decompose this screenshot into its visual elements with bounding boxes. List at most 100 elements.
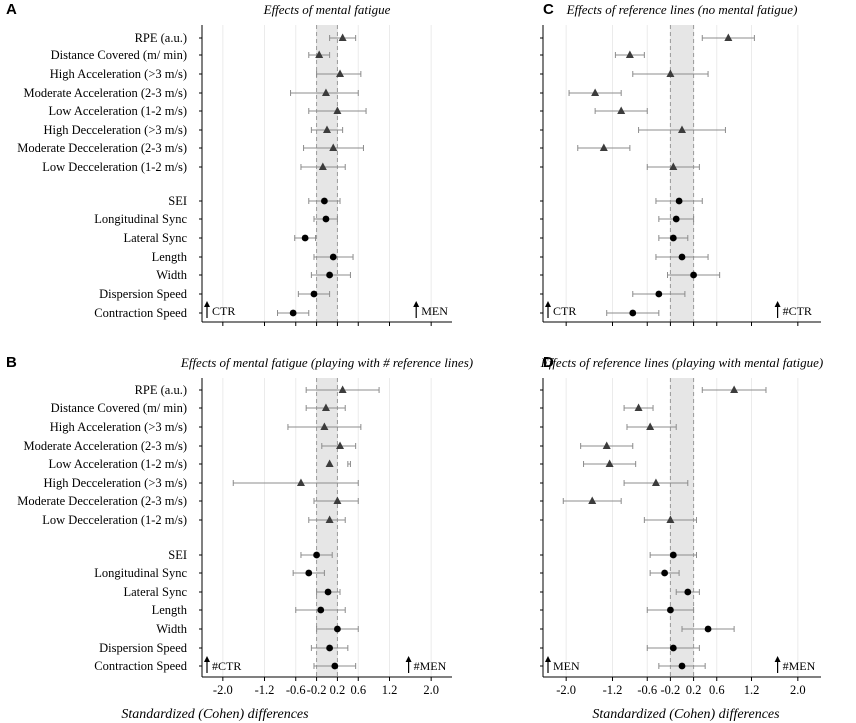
left-corner-arrow-head xyxy=(545,656,551,662)
estimate-triangle xyxy=(666,515,675,523)
panel-a: A Effects of mental fatigue RPE (a.u.) Dist… xyxy=(6,1,452,326)
estimate-triangle xyxy=(605,459,614,467)
estimate-triangle xyxy=(617,106,626,114)
estimate-circle xyxy=(655,290,663,298)
row-label: Length xyxy=(152,603,188,617)
estimate-triangle xyxy=(646,422,655,430)
left-corner-label: MEN xyxy=(553,659,580,673)
left-corner-label: CTR xyxy=(553,304,576,318)
estimate-circle xyxy=(289,309,297,317)
estimate-triangle xyxy=(336,69,345,77)
estimate-circle xyxy=(669,551,677,559)
x-tick-label: 0.2 xyxy=(686,683,702,697)
estimate-circle xyxy=(331,662,339,670)
estimate-triangle xyxy=(318,162,327,170)
estimate-circle xyxy=(669,234,677,242)
left-corner-label: CTR xyxy=(212,304,235,318)
estimate-triangle xyxy=(333,496,342,504)
x-tick-label: -0.2 xyxy=(661,683,681,697)
row-label: Moderate Decceleration (2-3 m/s) xyxy=(17,141,187,155)
row-label: High Decceleration (>3 m/s) xyxy=(44,476,187,490)
estimate-triangle xyxy=(321,403,330,411)
row-label: Lateral Sync xyxy=(123,585,187,599)
x-tick-label: 1.2 xyxy=(744,683,760,697)
panel-letter: A xyxy=(6,1,17,18)
right-corner-arrow-head xyxy=(413,301,420,307)
x-tick-label: 1.2 xyxy=(382,683,398,697)
row-label: High Acceleration (>3 m/s) xyxy=(50,420,187,434)
row-label: Lateral Sync xyxy=(123,231,187,245)
row-label: High Decceleration (>3 m/s) xyxy=(44,123,187,137)
row-label: SEI xyxy=(168,548,187,562)
estimate-triangle xyxy=(730,385,739,393)
estimate-triangle xyxy=(321,88,330,96)
row-label: Contraction Speed xyxy=(94,659,187,673)
right-corner-label: MEN xyxy=(421,304,448,318)
panel-title: Effects of mental fatigue xyxy=(263,2,391,17)
right-corner-label: #MEN xyxy=(414,659,447,673)
estimate-circle xyxy=(661,569,669,577)
x-tick-label: -2.0 xyxy=(556,683,576,697)
estimate-circle xyxy=(301,234,309,242)
x-tick-label: -1.2 xyxy=(255,683,275,697)
trivial-band xyxy=(670,378,694,677)
estimate-circle xyxy=(326,644,334,652)
row-label: Width xyxy=(156,622,187,636)
estimate-circle xyxy=(667,606,674,614)
estimate-triangle xyxy=(329,143,338,151)
estimate-circle xyxy=(322,215,330,223)
estimate-circle xyxy=(678,662,686,670)
estimate-circle xyxy=(704,625,712,633)
x-tick-label: 0.6 xyxy=(350,683,366,697)
x-tick-label: -1.2 xyxy=(603,683,623,697)
estimate-triangle xyxy=(333,106,342,114)
left-corner-label: #CTR xyxy=(212,659,241,673)
estimate-circle xyxy=(320,197,328,205)
estimate-circle xyxy=(326,271,334,279)
estimate-triangle xyxy=(320,422,329,430)
estimate-triangle xyxy=(678,125,686,133)
estimate-triangle xyxy=(591,88,600,96)
right-corner-arrow-head xyxy=(774,301,781,307)
estimate-triangle xyxy=(666,69,675,77)
estimate-circle xyxy=(684,588,692,596)
row-label: Distance Covered (m/ min) xyxy=(51,48,187,62)
estimate-triangle xyxy=(651,478,660,486)
right-corner-label: #CTR xyxy=(783,304,812,318)
row-label: Longitudinal Sync xyxy=(94,566,187,580)
x-axis-label-left: Standardized (Cohen) differences xyxy=(121,707,309,722)
panel-title: Effects of reference lines (playing with… xyxy=(540,355,823,370)
panel-b: B Effects of mental fatigue (playing with… xyxy=(6,354,473,697)
trivial-band xyxy=(316,378,338,677)
row-label: RPE (a.u.) xyxy=(135,31,187,45)
estimate-circle xyxy=(317,606,325,614)
panel-c: C Effects of reference lines (no mental f… xyxy=(540,1,821,326)
x-tick-label: 2.0 xyxy=(423,683,439,697)
row-label: Distance Covered (m/ min) xyxy=(51,401,187,415)
estimate-triangle xyxy=(625,50,634,58)
row-label: Longitudinal Sync xyxy=(94,212,187,226)
right-corner-arrow-head xyxy=(405,656,412,662)
panel-letter: C xyxy=(543,1,554,18)
row-label: Moderate Acceleration (2-3 m/s) xyxy=(24,86,187,100)
estimate-circle xyxy=(310,290,318,298)
row-label: Low Acceleration (1-2 m/s) xyxy=(49,457,188,471)
estimate-circle xyxy=(690,271,697,279)
panel-letter: B xyxy=(6,354,17,371)
x-tick-label: -2.0 xyxy=(213,683,233,697)
row-label: Low Decceleration (1-2 m/s) xyxy=(42,160,187,174)
right-corner-label: #MEN xyxy=(783,659,816,673)
row-label: Dispersion Speed xyxy=(99,641,188,655)
x-tick-label: 0.6 xyxy=(709,683,725,697)
estimate-triangle xyxy=(336,441,345,449)
row-label: Contraction Speed xyxy=(94,306,187,320)
estimate-triangle xyxy=(325,459,334,467)
estimate-triangle xyxy=(338,385,347,393)
row-label: Low Acceleration (1-2 m/s) xyxy=(49,104,188,118)
left-corner-arrow-head xyxy=(545,301,551,307)
estimate-triangle xyxy=(588,496,597,504)
row-label: RPE (a.u.) xyxy=(135,383,187,397)
estimate-circle xyxy=(669,644,677,652)
